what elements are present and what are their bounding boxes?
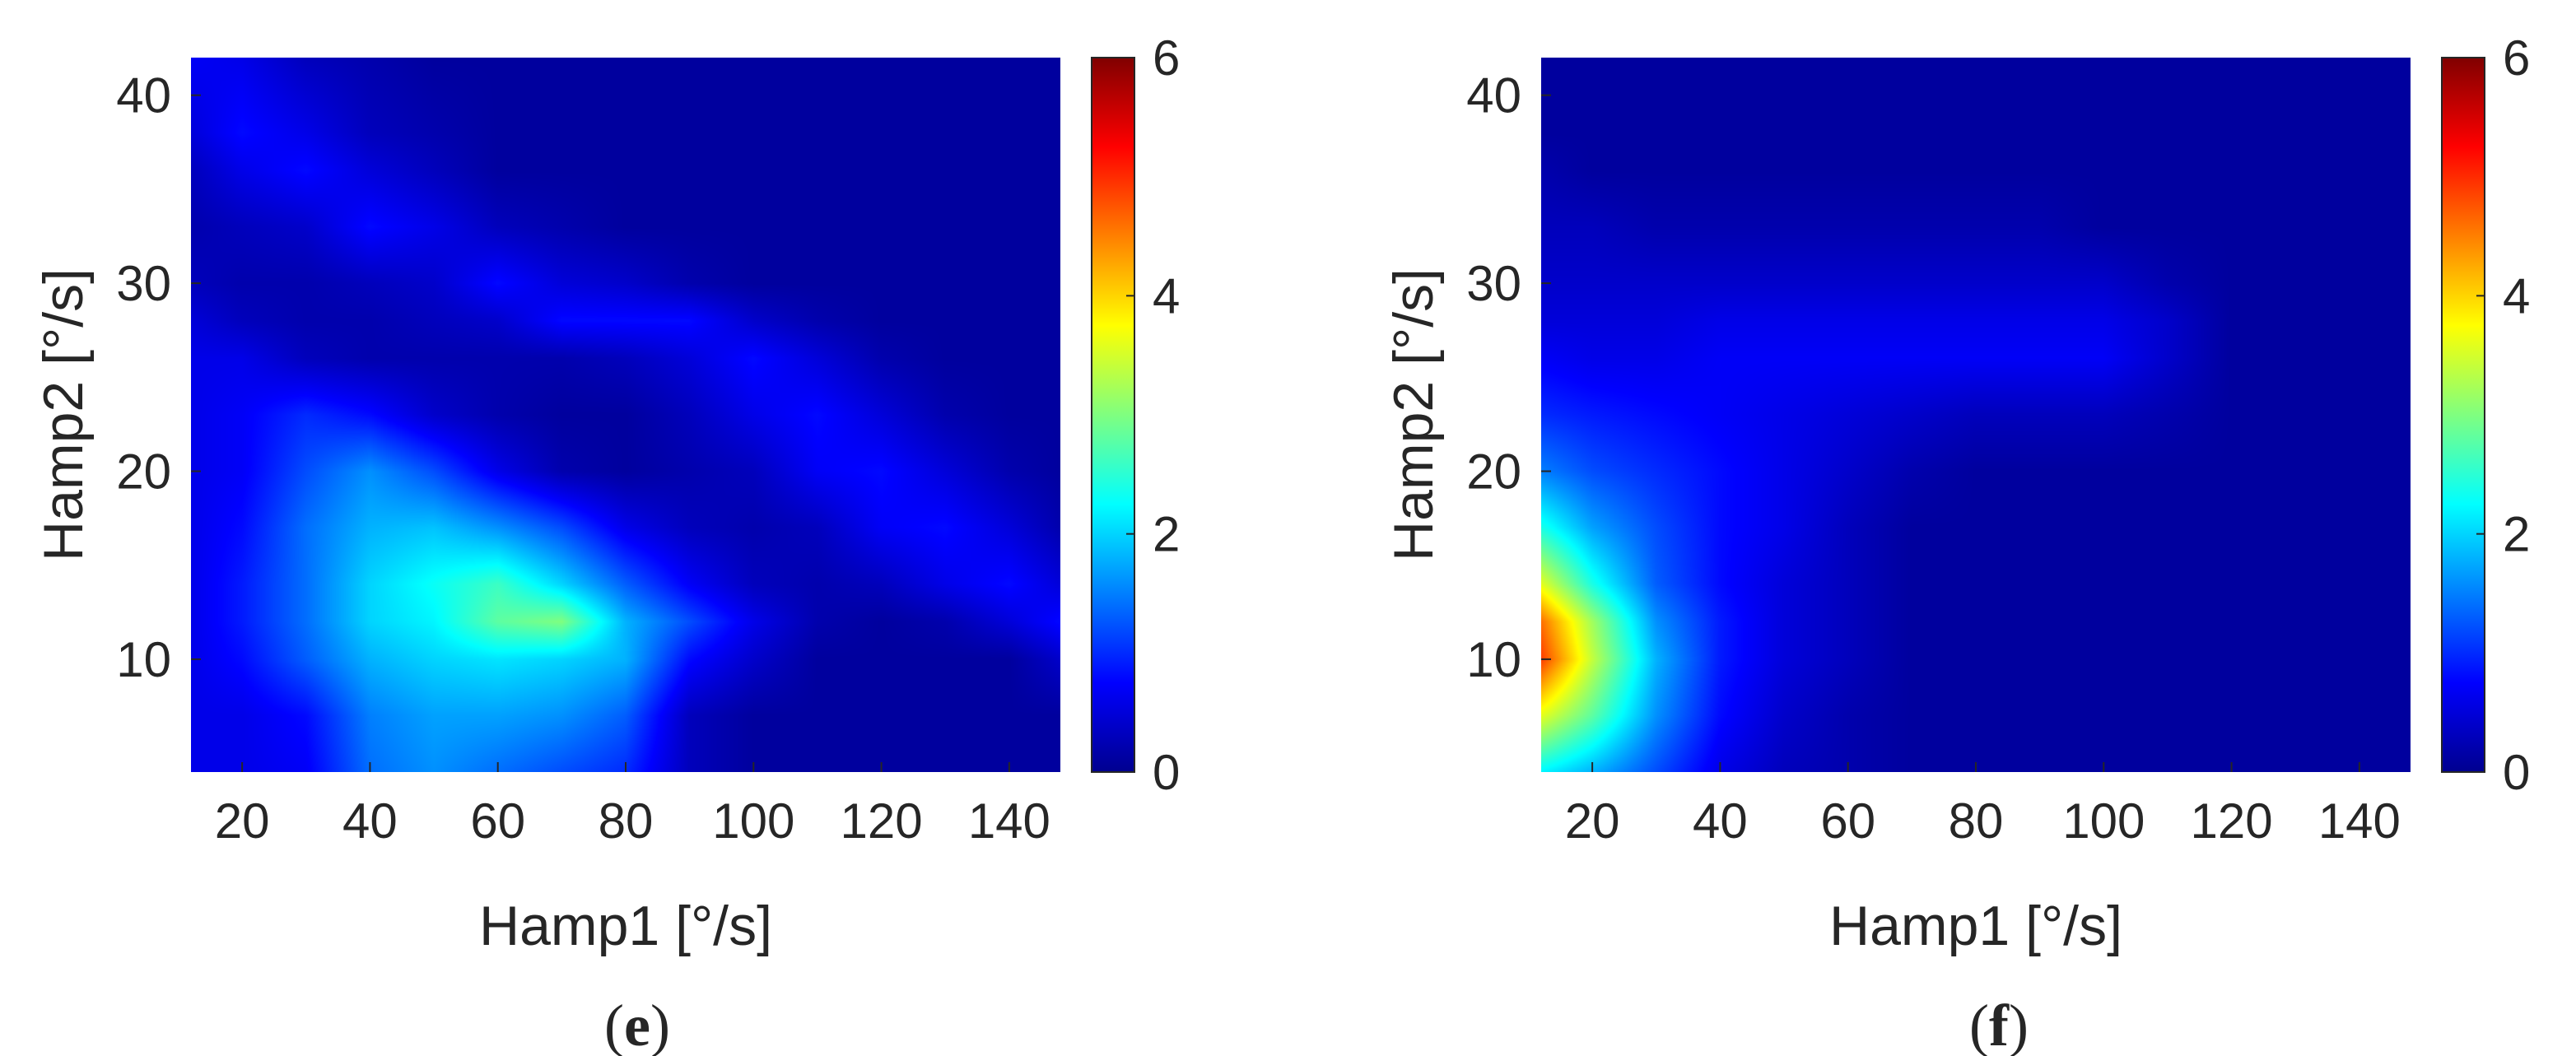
x-tick-label: 60 — [470, 793, 525, 849]
y-axis-label: Hamp2 [°/s] — [1382, 268, 1445, 561]
y-axis-ticks: 10 20 30 40 — [1466, 68, 1551, 687]
y-tick-label: 30 — [1466, 256, 1521, 311]
colorbar-ticks: 0 2 4 6 — [2476, 30, 2530, 800]
heatmap-surface — [191, 58, 1060, 772]
x-tick-label: 20 — [1565, 793, 1620, 849]
colorbar-tick-label: 6 — [1153, 30, 1180, 86]
y-axis-ticks: 10 20 30 40 — [116, 68, 201, 687]
colorbar: 0 2 4 6 — [1091, 30, 1180, 800]
x-axis-label: Hamp1 [°/s] — [479, 895, 772, 957]
y-tick-label: 20 — [116, 444, 171, 500]
x-tick-label: 100 — [712, 793, 794, 849]
x-axis-label: Hamp1 [°/s] — [1829, 895, 2122, 957]
y-tick-label: 30 — [116, 256, 171, 311]
x-axis-ticks: 20 40 60 80 100 120 140 — [1565, 762, 2401, 849]
colorbar: 0 2 4 6 — [2441, 30, 2530, 800]
x-tick-label: 140 — [968, 793, 1050, 849]
panel-letter: f — [1989, 993, 2010, 1056]
x-tick-label: 120 — [841, 793, 923, 849]
panel-letter: e — [624, 993, 650, 1056]
x-tick-label: 20 — [215, 793, 270, 849]
heatmap-surface — [1541, 58, 2411, 772]
colorbar-tick-label: 2 — [2503, 507, 2530, 562]
colorbar-tick-label: 6 — [2503, 30, 2530, 86]
x-tick-label: 140 — [2318, 793, 2401, 849]
panel-label: (e) — [604, 993, 670, 1056]
x-tick-label: 120 — [2191, 793, 2273, 849]
y-tick-label: 20 — [1466, 444, 1521, 500]
heatmap-plot-area — [191, 58, 1060, 772]
colorbar-gradient — [2441, 57, 2485, 773]
colorbar-tick-label: 2 — [1153, 507, 1180, 562]
colorbar-tick-label: 4 — [2503, 268, 2530, 323]
y-tick-label: 40 — [116, 68, 171, 123]
colorbar-tick-label: 4 — [1153, 268, 1180, 323]
colorbar-tick-label: 0 — [1153, 745, 1180, 800]
x-tick-label: 80 — [599, 793, 654, 849]
panel-label: (f) — [1969, 993, 2029, 1056]
colorbar-gradient — [1091, 57, 1135, 773]
y-axis-label: Hamp2 [°/s] — [32, 268, 95, 561]
heatmap-plot-area — [1541, 58, 2411, 772]
x-tick-label: 80 — [1949, 793, 2004, 849]
x-tick-label: 40 — [342, 793, 398, 849]
colorbar-ticks: 0 2 4 6 — [1126, 30, 1180, 800]
x-axis-ticks: 20 40 60 80 100 120 140 — [215, 762, 1050, 849]
x-tick-label: 100 — [2062, 793, 2145, 849]
x-tick-label: 40 — [1693, 793, 1748, 849]
y-tick-label: 40 — [1466, 68, 1521, 123]
y-tick-label: 10 — [1466, 632, 1521, 687]
y-tick-label: 10 — [116, 632, 171, 687]
colorbar-tick-label: 0 — [2503, 745, 2530, 800]
x-tick-label: 60 — [1820, 793, 1875, 849]
